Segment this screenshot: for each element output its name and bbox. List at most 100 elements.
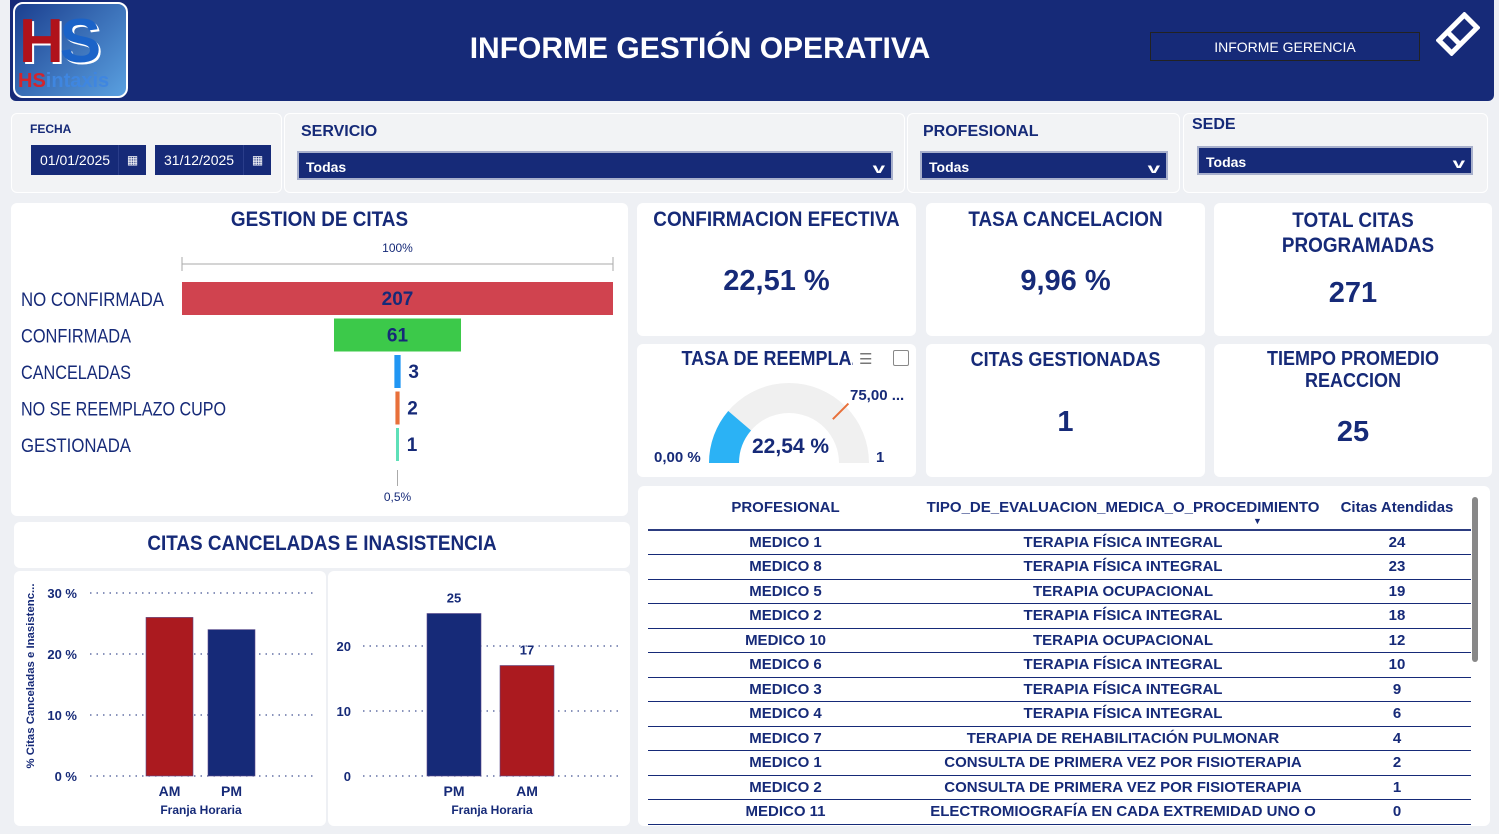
funnel-data-label: 1 bbox=[407, 435, 418, 456]
table-scrollbar[interactable] bbox=[1472, 497, 1478, 662]
funnel-category-label: GESTIONADA bbox=[21, 436, 131, 457]
filter-icon[interactable]: ☰ bbox=[859, 351, 873, 368]
cell-citas: 2 bbox=[1323, 750, 1471, 776]
table-row[interactable]: MEDICO 10 TERAPIA OCUPACIONAL 12 bbox=[648, 628, 1471, 653]
gauge-chart bbox=[709, 383, 869, 463]
cell-tipo: CONSULTA DE PRIMERA VEZ POR FISIOTERAPIA bbox=[923, 750, 1323, 776]
cell-citas: 1 bbox=[1323, 775, 1471, 800]
sede-label: SEDE bbox=[1192, 116, 1236, 133]
table-row[interactable]: MEDICO 2 CONSULTA DE PRIMERA VEZ POR FISI… bbox=[648, 775, 1471, 800]
cell-tipo: TERAPIA FÍSICA INTEGRAL bbox=[923, 652, 1323, 678]
x-axis-title: Franja Horaria bbox=[160, 803, 242, 817]
table-row[interactable]: MEDICO 7 TERAPIA DE REHABILITACIÓN PULMON… bbox=[648, 726, 1471, 751]
funnel-bar bbox=[182, 282, 613, 315]
cell-tipo: TERAPIA FÍSICA INTEGRAL bbox=[923, 677, 1323, 702]
chevron-down-icon: v bbox=[1452, 155, 1466, 171]
funnel-category-label: CANCELADAS bbox=[21, 363, 131, 384]
chevron-down-icon: v bbox=[1147, 160, 1161, 176]
funnel-bar bbox=[396, 428, 399, 461]
funnel-chart: 100% NO CONFIRMADA 207 CONFIRMADA 61 CANCELAD… bbox=[21, 241, 614, 504]
calendar-icon[interactable]: ▦ bbox=[118, 145, 146, 175]
cell-citas: 18 bbox=[1323, 603, 1471, 629]
gauge-target-marker bbox=[832, 402, 850, 420]
canceladas-title-card: CITAS CANCELADAS E INASISTENCIA bbox=[14, 522, 630, 568]
y-tick-label: 0 % bbox=[55, 769, 78, 784]
funnel-data-label: 207 bbox=[382, 289, 414, 310]
cell-profesional: MEDICO 5 bbox=[648, 579, 923, 604]
col-label: Citas Atendidas bbox=[1340, 499, 1454, 516]
col-citas-atendidas[interactable]: Citas Atendidas ▼ bbox=[1253, 486, 1471, 531]
table-row[interactable]: MEDICO 2 TERAPIA FÍSICA INTEGRAL 18 bbox=[648, 603, 1471, 629]
start-date-input[interactable]: 01/01/2025 ▦ bbox=[31, 145, 146, 175]
x-axis-title: Franja Horaria bbox=[451, 803, 533, 817]
x-tick-label: PM bbox=[444, 783, 465, 799]
gestion-citas-title: GESTION DE CITAS bbox=[230, 208, 409, 231]
bar-pm bbox=[426, 613, 482, 777]
eraser-icon[interactable] bbox=[1436, 12, 1480, 56]
cell-profesional: MEDICO 11 bbox=[648, 799, 923, 825]
sort-desc-icon: ▼ bbox=[1253, 516, 1262, 526]
cell-profesional: MEDICO 4 bbox=[648, 701, 923, 727]
funnel-data-label: 3 bbox=[408, 362, 419, 383]
informe-gerencia-button[interactable]: INFORME GERENCIA bbox=[1150, 32, 1420, 61]
cell-profesional: MEDICO 6 bbox=[648, 652, 923, 678]
chevron-down-icon: v bbox=[872, 160, 886, 176]
cell-tipo: TERAPIA FÍSICA INTEGRAL bbox=[923, 701, 1323, 727]
kpi-title: TOTAL CITAS PROGRAMADAS bbox=[1281, 209, 1435, 257]
start-date-value: 01/01/2025 bbox=[40, 152, 111, 168]
y-tick-label: 10 bbox=[337, 704, 351, 719]
profesional-value: Todas bbox=[929, 159, 970, 175]
fecha-label: FECHA bbox=[30, 122, 72, 136]
table-row[interactable]: MEDICO 4 TERAPIA FÍSICA INTEGRAL 6 bbox=[648, 701, 1471, 727]
servicio-dropdown[interactable]: Todas v bbox=[297, 151, 893, 180]
calendar-icon[interactable]: ▦ bbox=[243, 145, 271, 175]
cell-profesional: MEDICO 10 bbox=[648, 628, 923, 653]
x-tick-label: AM bbox=[159, 783, 181, 799]
y-tick-label: 20 bbox=[337, 639, 351, 654]
kpi-value: 271 bbox=[1328, 277, 1378, 309]
cell-tipo: TERAPIA FÍSICA INTEGRAL bbox=[923, 603, 1323, 629]
kpi-value: 22,51 % bbox=[723, 265, 830, 297]
funnel-category-label: NO CONFIRMADA bbox=[21, 290, 164, 311]
kpi-value: 1 bbox=[1057, 406, 1074, 438]
gauge-value: 22,54 % bbox=[752, 435, 830, 458]
table-row[interactable]: MEDICO 1 CONSULTA DE PRIMERA VEZ POR FISI… bbox=[648, 750, 1471, 776]
sede-dropdown[interactable]: Todas v bbox=[1197, 146, 1473, 175]
table-row[interactable]: MEDICO 3 TERAPIA FÍSICA INTEGRAL 9 bbox=[648, 677, 1471, 702]
gauge-fill bbox=[709, 410, 752, 463]
cell-tipo: TERAPIA FÍSICA INTEGRAL bbox=[923, 554, 1323, 580]
cell-profesional: MEDICO 7 bbox=[648, 726, 923, 751]
y-tick-label: 20 % bbox=[47, 647, 77, 662]
col-profesional[interactable]: PROFESIONAL bbox=[648, 486, 923, 531]
data-label: 17 bbox=[520, 643, 534, 658]
funnel-category-label: NO SE REEMPLAZO CUPO bbox=[21, 400, 226, 421]
cell-tipo: TERAPIA OCUPACIONAL bbox=[923, 628, 1323, 653]
cell-citas: 19 bbox=[1323, 579, 1471, 604]
table-row[interactable]: MEDICO 8 TERAPIA FÍSICA INTEGRAL 23 bbox=[648, 554, 1471, 580]
table-row[interactable]: MEDICO 1 TERAPIA FÍSICA INTEGRAL 24 bbox=[648, 530, 1471, 555]
gauge-title: TASA DE REEMPLAZ bbox=[681, 348, 853, 370]
profesional-label: PROFESIONAL bbox=[923, 123, 1039, 140]
gauge-target-label: 75,00 ... bbox=[850, 387, 905, 404]
cell-citas: 23 bbox=[1323, 554, 1471, 580]
kpi-total-citas: TOTAL CITAS PROGRAMADAS 271 bbox=[1214, 203, 1492, 336]
col-tipo[interactable]: TIPO_DE_EVALUACION_MEDICA_O_PROCEDIMIENT… bbox=[923, 486, 1323, 531]
table-row[interactable]: MEDICO 11 ELECTROMIOGRAFÍA EN CADA EXTREM… bbox=[648, 799, 1471, 825]
funnel-bar bbox=[394, 355, 401, 388]
table-row[interactable]: MEDICO 5 TERAPIA OCUPACIONAL 19 bbox=[648, 579, 1471, 604]
kpi-value: 9,96 % bbox=[1020, 265, 1111, 297]
servicio-value: Todas bbox=[306, 159, 347, 175]
table-row[interactable]: MEDICO 6 TERAPIA FÍSICA INTEGRAL 10 bbox=[648, 652, 1471, 678]
kpi-value: 25 bbox=[1336, 416, 1370, 448]
count-bar-chart: 0 10 20 PM 25 AM 17 Franja Horaria bbox=[337, 591, 623, 817]
cell-citas: 4 bbox=[1323, 726, 1471, 751]
canceladas-title: CITAS CANCELADAS E INASISTENCIA bbox=[147, 532, 497, 555]
end-date-input[interactable]: 31/12/2025 ▦ bbox=[155, 145, 271, 175]
kpi-confirmacion: CONFIRMACION EFECTIVA 22,51 % bbox=[637, 203, 916, 336]
profesional-dropdown[interactable]: Todas v bbox=[920, 151, 1168, 180]
gauge-max-label: 1 bbox=[876, 449, 885, 466]
y-tick-label: 30 % bbox=[47, 586, 77, 601]
kpi-title: TASA CANCELACION bbox=[968, 208, 1163, 231]
focus-mode-icon[interactable] bbox=[893, 350, 909, 366]
x-tick-label: PM bbox=[221, 783, 242, 799]
